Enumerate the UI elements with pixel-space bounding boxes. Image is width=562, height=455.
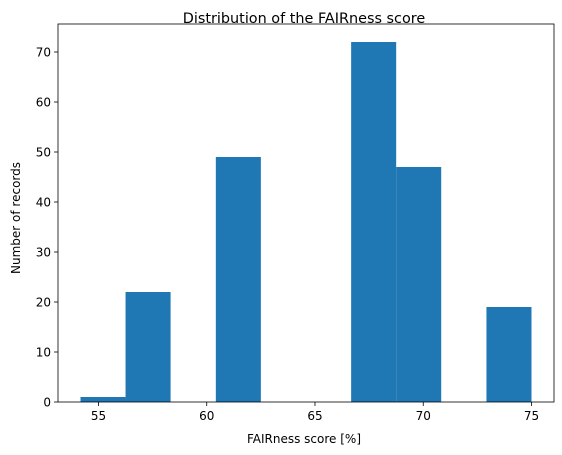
x-axis-label: FAIRness score [%] (247, 432, 361, 446)
histogram-bar-3 (215, 157, 261, 402)
x-ticks-group: 55 60 65 70 75 (91, 402, 539, 423)
x-tick-label: 75 (524, 409, 539, 423)
histogram-bar-7 (396, 167, 442, 402)
bars-group (80, 42, 532, 402)
chart-title: Distribution of the FAIRness score (183, 11, 426, 27)
x-tick-label: 70 (416, 409, 431, 423)
y-ticks-group: 0 10 20 30 40 50 60 70 (36, 46, 58, 410)
histogram-bar-1 (125, 292, 171, 402)
histogram-bar-9 (486, 307, 532, 402)
y-axis-label: Number of records (9, 162, 23, 274)
x-tick-label: 55 (91, 409, 106, 423)
y-tick-label: 20 (36, 296, 51, 310)
y-tick-label: 50 (36, 146, 51, 160)
histogram-bar-6 (351, 42, 397, 402)
plot-frame (57, 23, 555, 403)
x-tick-label: 60 (199, 409, 214, 423)
y-tick-label: 30 (36, 246, 51, 260)
y-tick-label: 60 (36, 96, 51, 110)
y-tick-label: 70 (36, 46, 51, 60)
x-tick-label: 65 (307, 409, 322, 423)
y-tick-label: 40 (36, 196, 51, 210)
y-tick-label: 10 (36, 346, 51, 360)
y-tick-label: 0 (43, 396, 51, 410)
histogram-bar-0 (80, 397, 126, 402)
